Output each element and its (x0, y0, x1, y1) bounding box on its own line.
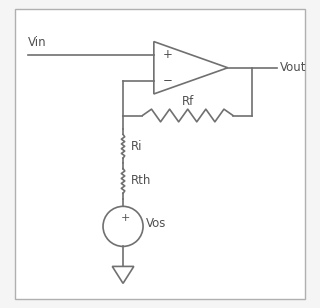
Text: Ri: Ri (131, 140, 142, 153)
Text: Vin: Vin (28, 36, 46, 49)
Text: Vos: Vos (146, 217, 166, 230)
Text: +: + (121, 213, 130, 223)
Text: Vout: Vout (280, 61, 307, 74)
Text: +: + (163, 48, 172, 61)
Text: Rf: Rf (181, 95, 194, 108)
Text: Rth: Rth (131, 174, 151, 188)
Text: −: − (163, 74, 172, 87)
